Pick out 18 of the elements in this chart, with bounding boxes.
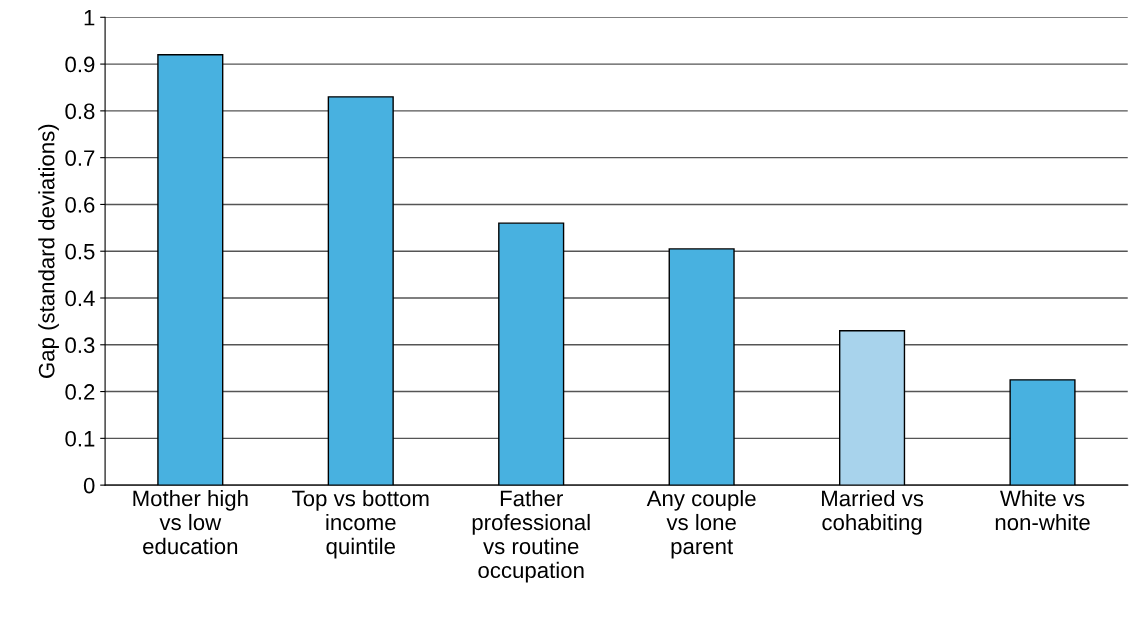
y-axis-title: Gap (standard deviations) xyxy=(38,124,59,378)
x-tick-label: White vs non-white xyxy=(995,489,1090,531)
x-tick-label: Father professional vs routine occupation xyxy=(472,489,590,583)
y-tick-label: 1 xyxy=(84,10,95,26)
y-tick-label: 0.4 xyxy=(65,290,95,307)
y-tick-label: 0.8 xyxy=(65,103,95,120)
y-tick-label: 0.7 xyxy=(65,150,95,166)
y-tick-label: 0.3 xyxy=(65,337,95,354)
x-tick-label: Married vs cohabiting xyxy=(822,489,924,535)
x-tick-label: Top vs bottom income quintile xyxy=(292,489,429,559)
y-tick-label: 0.9 xyxy=(65,56,95,73)
x-tick-label: Any couple vs lone parent xyxy=(646,489,756,559)
x-tick-label: Mother high vs low education xyxy=(133,489,248,555)
y-tick-label: 0.1 xyxy=(65,430,95,447)
y-tick-label: 0 xyxy=(83,477,95,494)
y-tick-label: 0.2 xyxy=(65,384,95,400)
y-tick-label: 0.5 xyxy=(65,243,95,260)
y-tick-label: 0.6 xyxy=(65,196,95,213)
